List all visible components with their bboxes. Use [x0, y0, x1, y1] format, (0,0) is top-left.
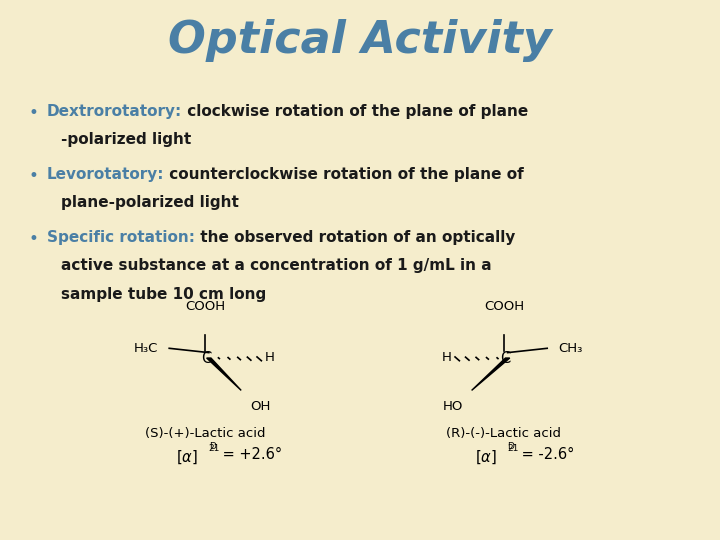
Text: C: C	[500, 350, 510, 366]
Text: clockwise rotation of the plane of plane: clockwise rotation of the plane of plane	[182, 104, 528, 119]
Text: H: H	[441, 351, 451, 364]
Text: HO: HO	[443, 400, 463, 413]
Text: 21: 21	[508, 444, 519, 454]
Text: C: C	[202, 350, 212, 366]
Text: H₃C: H₃C	[134, 342, 158, 355]
Text: sample tube 10 cm long: sample tube 10 cm long	[61, 287, 266, 301]
Text: •: •	[29, 230, 39, 248]
Text: •: •	[29, 104, 39, 122]
Text: -polarized light: -polarized light	[61, 132, 192, 147]
Text: OH: OH	[250, 400, 270, 413]
Text: = +2.6°: = +2.6°	[218, 447, 282, 462]
Text: = -2.6°: = -2.6°	[517, 447, 575, 462]
Text: Dextrorotatory:: Dextrorotatory:	[47, 104, 182, 119]
Text: H: H	[265, 351, 275, 364]
Text: D: D	[209, 442, 216, 451]
Text: (S)-(+)-Lactic acid: (S)-(+)-Lactic acid	[145, 427, 266, 440]
Polygon shape	[207, 358, 241, 390]
Polygon shape	[472, 358, 510, 390]
Text: Optical Activity: Optical Activity	[168, 19, 552, 62]
Text: 21: 21	[209, 444, 220, 454]
Text: [$\alpha$]: [$\alpha$]	[475, 448, 497, 465]
Text: CH₃: CH₃	[558, 342, 582, 355]
Text: Specific rotation:: Specific rotation:	[47, 230, 195, 245]
Text: plane-polarized light: plane-polarized light	[61, 195, 239, 210]
Text: •: •	[29, 167, 39, 185]
Text: D: D	[508, 442, 515, 451]
Text: counterclockwise rotation of the plane of: counterclockwise rotation of the plane o…	[164, 167, 524, 182]
Text: [$\alpha$]: [$\alpha$]	[176, 448, 198, 465]
Text: Levorotatory:: Levorotatory:	[47, 167, 164, 182]
Text: COOH: COOH	[484, 300, 524, 313]
Text: COOH: COOH	[185, 300, 225, 313]
Text: (R)-(-)-Lactic acid: (R)-(-)-Lactic acid	[446, 427, 562, 440]
Text: active substance at a concentration of 1 g/mL in a: active substance at a concentration of 1…	[61, 258, 492, 273]
Text: the observed rotation of an optically: the observed rotation of an optically	[195, 230, 516, 245]
